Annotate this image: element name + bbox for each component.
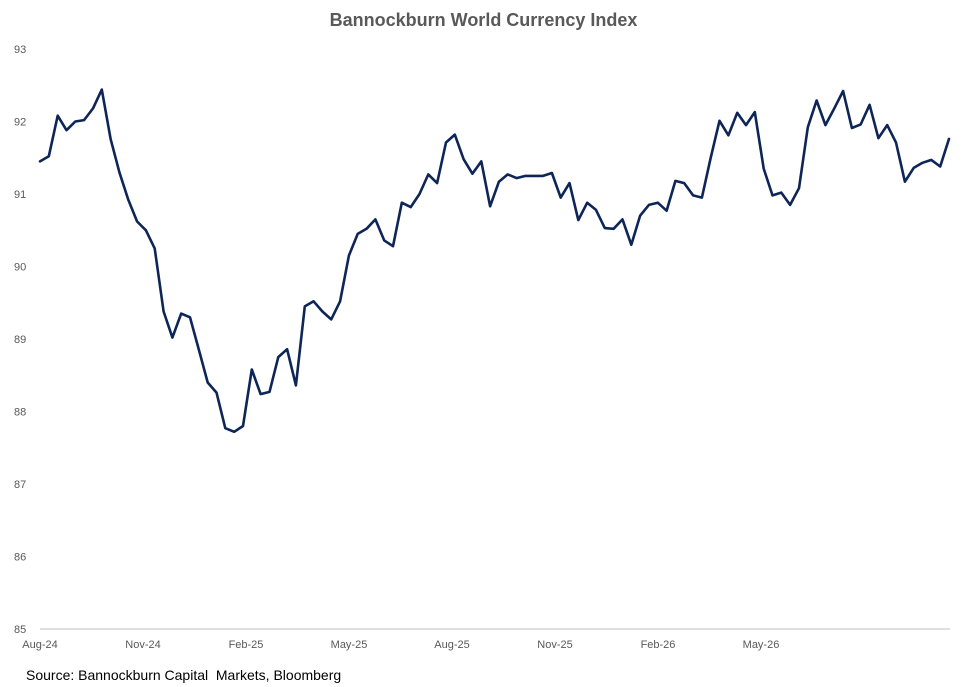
y-tick-label: 86: [14, 552, 26, 564]
chart-title: Bannockburn World Currency Index: [329, 10, 638, 30]
y-tick-label: 88: [14, 407, 26, 419]
x-tick-label: May-26: [743, 639, 780, 651]
x-tick-label: Nov-25: [537, 639, 572, 651]
y-tick-label: 90: [14, 262, 26, 274]
x-tick-label: Aug-25: [434, 639, 469, 651]
x-tick-label: Aug-24: [22, 639, 57, 651]
x-tick-label: Feb-26: [641, 639, 676, 651]
x-tick-label: May-25: [331, 639, 368, 651]
y-tick-label: 91: [14, 189, 26, 201]
y-tick-label: 85: [14, 624, 26, 636]
y-tick-label: 92: [14, 117, 26, 129]
plot-area: 85 86 87 88 89 90 91 92 93 Aug-24 Nov-24 Feb-25 May-…: [14, 44, 951, 651]
y-tick-label: 93: [14, 44, 26, 56]
x-tick-label: Nov-24: [125, 639, 160, 651]
source-note: Source: Bannockburn Capital Markets, Blo…: [26, 667, 342, 683]
series-line: [38, 88, 951, 434]
x-tick-label: Feb-25: [229, 639, 264, 651]
y-tick-label: 89: [14, 334, 26, 346]
y-tick-label: 87: [14, 479, 26, 491]
